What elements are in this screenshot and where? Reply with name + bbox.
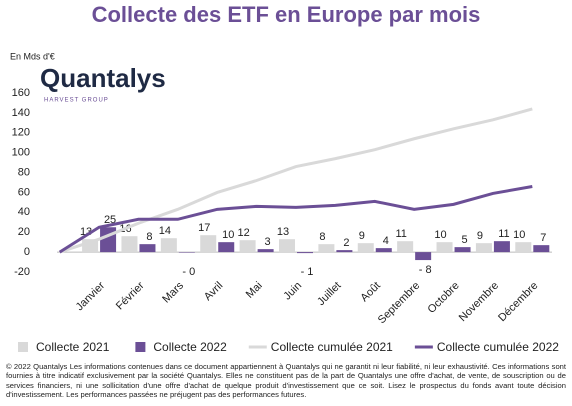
y-tick-label: 160 [12, 87, 30, 99]
y-tick-label: 20 [18, 226, 30, 238]
y-tick-label: 0 [24, 246, 30, 258]
bar [218, 242, 235, 253]
bar [415, 252, 432, 261]
x-tick-label: Février [114, 279, 147, 312]
bar [239, 240, 256, 253]
bar [279, 239, 295, 253]
bar [121, 236, 138, 253]
x-tick-label: Juillet [315, 280, 343, 308]
bar [297, 252, 313, 254]
bar [200, 235, 217, 253]
bar [178, 252, 195, 253]
bar [515, 242, 532, 253]
line [58, 185, 533, 254]
bar [336, 250, 353, 253]
y-tick-label: 140 [12, 107, 30, 119]
bar [375, 248, 392, 253]
bar [454, 247, 471, 253]
logo: Quantalys [40, 63, 166, 93]
legend-label: Collecte cumulée 2022 [437, 340, 559, 354]
data-label: - 1 [301, 266, 314, 278]
data-label: 9 [359, 230, 365, 242]
x-tick-label: Août [358, 280, 382, 304]
y-tick-label: 40 [18, 206, 30, 218]
data-label: 11 [498, 228, 509, 240]
bar [475, 243, 492, 253]
data-label: 11 [395, 228, 406, 240]
x-tick-label: Juin [281, 280, 304, 303]
data-label: 14 [159, 225, 171, 237]
x-tick-label: Mars [160, 279, 186, 305]
data-label: 10 [513, 229, 525, 241]
legend-label: Collecte cumulée 2021 [271, 340, 393, 354]
footer: © 2022 Quantalys Les informations conten… [6, 362, 566, 400]
legend-swatch [135, 342, 146, 352]
bar [160, 238, 177, 253]
y-tick-label: 80 [18, 166, 30, 178]
x-tick-label: Novembre [457, 280, 501, 324]
bar [100, 227, 117, 253]
line [59, 107, 533, 254]
x-tick-label: Septembre [376, 280, 423, 327]
x-tick-label: Décembre [496, 280, 540, 324]
data-label: 7 [540, 232, 546, 244]
x-tick-label: Janvier [74, 279, 108, 313]
data-label: 8 [146, 231, 152, 243]
legend-label: Collecte 2021 [36, 340, 110, 354]
legend-label: Collecte 2022 [153, 340, 227, 354]
x-tick-label: Mai [244, 280, 265, 301]
data-label: 8 [319, 231, 325, 243]
x-tick-label: Avril [202, 280, 225, 303]
bar [257, 249, 274, 253]
y-tick-label: 120 [12, 127, 30, 139]
bar [139, 244, 156, 253]
data-label: 5 [461, 234, 467, 246]
chart: Collecte des ETF en Europe par mois En M… [10, 2, 559, 354]
bar [493, 241, 510, 253]
data-label: 17 [198, 222, 210, 234]
data-label: - 0 [182, 266, 195, 278]
bar [318, 244, 335, 253]
data-label: 2 [343, 237, 349, 249]
bar [436, 242, 453, 253]
x-tick-label: Octobre [426, 280, 462, 316]
bar [397, 241, 414, 253]
data-label: 13 [277, 226, 289, 238]
data-label: - 8 [419, 264, 432, 276]
bar [533, 245, 550, 253]
data-label: 4 [383, 235, 389, 247]
y-tick-label: 100 [12, 147, 30, 159]
logo-tagline: HARVEST GROUP [44, 98, 109, 104]
data-label: 10 [434, 229, 446, 241]
chart-title: Collecte des ETF en Europe par mois [92, 2, 481, 27]
data-label: 10 [222, 229, 234, 241]
data-label: 12 [237, 227, 249, 239]
y-unit-label: En Mds d'€ [10, 51, 55, 61]
legend-swatch [18, 342, 28, 352]
data-label: 3 [265, 236, 271, 248]
y-tick-label: -20 [14, 266, 30, 278]
y-tick-label: 60 [18, 186, 30, 198]
bar [357, 243, 374, 253]
data-label: 9 [477, 230, 483, 242]
